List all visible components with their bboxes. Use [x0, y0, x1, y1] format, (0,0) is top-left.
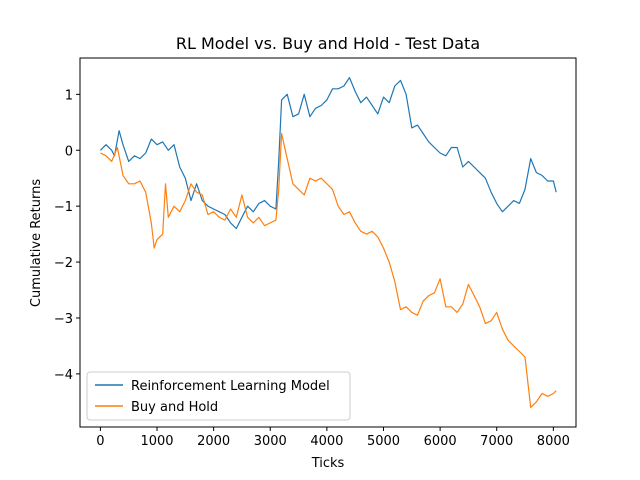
plot-lines — [99, 76, 557, 408]
y-tick-label: 0 — [65, 144, 73, 159]
y-tick-label: −4 — [54, 368, 73, 383]
x-axis-label: Ticks — [311, 456, 345, 471]
x-tick-label: 6000 — [424, 434, 457, 449]
legend: Reinforcement Learning Model Buy and Hol… — [86, 371, 351, 421]
x-tick-label: 1000 — [140, 434, 173, 449]
y-tick-label: −3 — [54, 312, 73, 327]
x-tick-label: 2000 — [197, 434, 230, 449]
x-tick-label: 4000 — [310, 434, 343, 449]
x-tick-label: 0 — [96, 434, 104, 449]
y-axis-label: Cumulative Returns — [29, 179, 44, 307]
series-line-buy-and-hold — [100, 132, 557, 408]
series-line-rl-model — [99, 76, 557, 230]
y-tick-label: −1 — [54, 200, 73, 215]
y-tick-label: 1 — [65, 88, 73, 103]
plot-frame — [79, 57, 577, 428]
x-tick-label: 3000 — [254, 434, 287, 449]
chart-title: RL Model vs. Buy and Hold - Test Data — [176, 34, 480, 53]
legend-label-rl: Reinforcement Learning Model — [131, 379, 330, 394]
x-tick-label: 5000 — [367, 434, 400, 449]
legend-label-buy-hold: Buy and Hold — [131, 400, 218, 415]
x-axis: 0 1000 2000 3000 4000 5000 6000 7000 8000 — [96, 427, 570, 449]
y-tick-label: −2 — [54, 256, 73, 271]
legend-box — [86, 371, 351, 421]
y-axis: 1 0 −1 −2 −3 −4 — [54, 88, 80, 383]
x-tick-label: 8000 — [537, 434, 570, 449]
x-tick-label: 7000 — [480, 434, 513, 449]
